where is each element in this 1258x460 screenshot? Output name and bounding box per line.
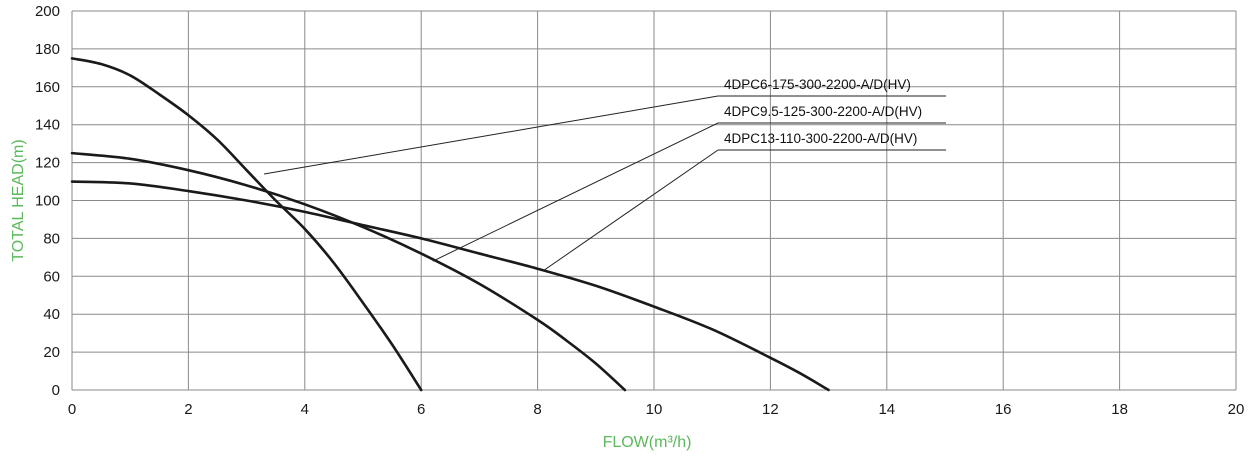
x-axis-title: FLOW(m³/h) [603,434,692,451]
annotation-leader-line [543,149,719,272]
x-tick-label: 12 [762,401,779,418]
y-tick-label: 0 [52,382,60,399]
series-label: 4DPC13-110-300-2200-A/D(HV) [724,131,917,146]
y-tick-label: 120 [35,155,60,172]
y-tick-labels: 0 20 40 60 80 100 120 140 160 180 200 [35,3,60,399]
x-tick-label: 14 [878,401,895,418]
x-tick-label: 10 [646,401,663,418]
curve-annotations: 4DPC6-175-300-2200-A/D(HV) 4DPC9.5-125-30… [263,77,946,272]
annotation-leader-line [263,95,719,175]
y-axis-title: TOTAL HEAD(m) [10,139,27,261]
grid-lines [71,10,1237,391]
y-tick-label: 80 [43,230,60,247]
y-tick-label: 100 [35,193,60,210]
curves [70,57,830,392]
y-tick-label: 180 [35,41,60,58]
y-tick-label: 20 [43,344,60,361]
series-label: 4DPC6-175-300-2200-A/D(HV) [724,77,911,92]
x-tick-label: 18 [1111,401,1128,418]
x-tick-label: 2 [184,401,192,418]
series-line-0 [70,57,423,392]
y-tick-label: 160 [35,79,60,96]
x-tick-label: 4 [301,401,309,418]
series-label: 4DPC9.5-125-300-2200-A/D(HV) [724,104,922,119]
x-tick-label: 20 [1228,401,1245,418]
x-tick-label: 0 [68,401,76,418]
y-tick-label: 200 [35,3,60,20]
series-line-1 [70,151,627,392]
y-tick-label: 60 [43,268,60,285]
y-tick-label: 40 [43,306,60,323]
x-tick-labels: 0 2 4 6 8 10 12 14 16 18 20 [68,401,1245,418]
series-line-2 [70,180,830,392]
x-tick-label: 6 [417,401,425,418]
annotation-leader-line [432,122,719,262]
x-tick-label: 16 [995,401,1012,418]
y-tick-label: 140 [35,117,60,134]
x-tick-label: 8 [533,401,541,418]
